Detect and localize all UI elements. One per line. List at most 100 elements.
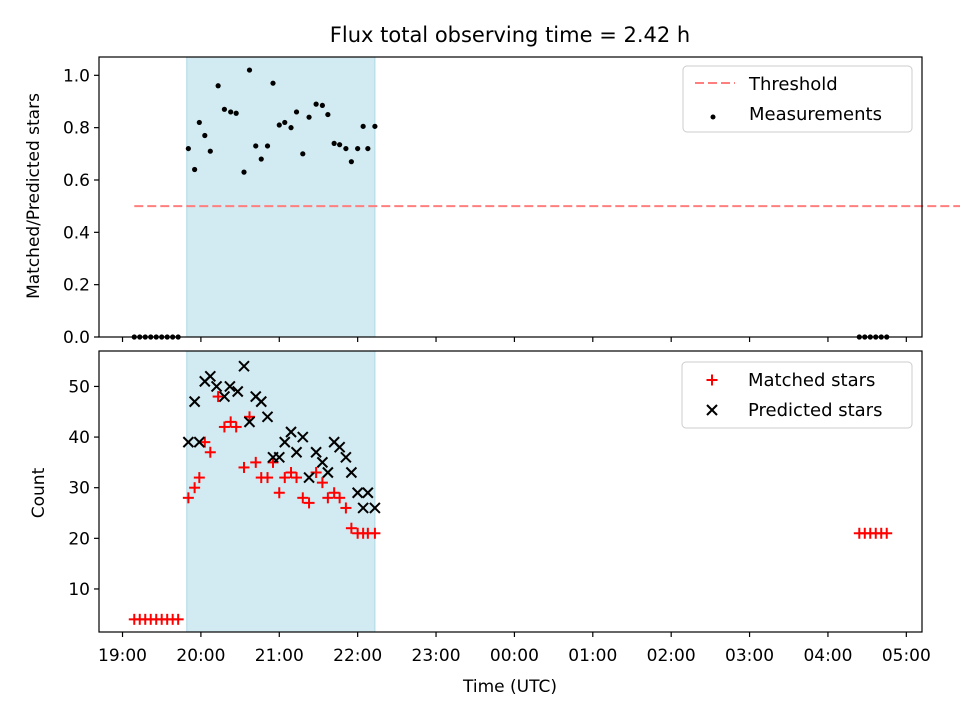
matched-star-point <box>273 487 285 499</box>
matched-star-point <box>238 461 250 473</box>
predicted-star-point-b <box>261 411 274 423</box>
x-axis-label: Time (UTC) <box>462 677 557 697</box>
bottom-panel-y-axis-label: Count <box>29 467 49 518</box>
predicted-star-point <box>210 380 223 393</box>
predicted-star-point-b <box>285 426 297 438</box>
matched-star-point <box>881 527 893 539</box>
predicted-star-point <box>238 360 250 372</box>
measurement-point <box>253 143 259 149</box>
predicted-star-point-b <box>188 395 201 408</box>
measurement-point <box>215 83 221 89</box>
matched-star-point <box>340 502 352 514</box>
measurement-point <box>343 145 349 152</box>
y-tick-label: 40 <box>68 428 90 448</box>
measurement-point <box>207 148 213 154</box>
y-tick-label: 20 <box>68 529 90 549</box>
top-panel-x-ticks <box>121 337 907 342</box>
measurement-point <box>337 142 343 148</box>
matched-star-point <box>199 436 211 448</box>
y-tick-label: 0.0 <box>63 328 90 348</box>
predicted-star-point-b <box>351 487 364 499</box>
predicted-star-point-b <box>303 471 315 484</box>
x-tick-label: 21:00 <box>255 646 304 666</box>
predicted-star-point <box>340 451 352 464</box>
predicted-star-point <box>232 385 244 398</box>
x-tick-label: 22:00 <box>333 646 382 666</box>
x-tick-label: 00:00 <box>490 646 539 666</box>
predicted-swatch-mark-b <box>706 404 718 416</box>
predicted-star-point <box>357 502 369 514</box>
measurement-point <box>288 125 294 131</box>
bottom-panel-marks <box>128 360 893 625</box>
bottom-legend-box <box>681 361 913 429</box>
predicted-star-point-b <box>357 502 369 514</box>
predicted-star-point <box>279 436 291 448</box>
measurement-point <box>365 145 371 152</box>
measurement-point <box>355 145 361 152</box>
observing-window-span <box>186 350 376 633</box>
top-panel-y-axis-label: Matched/Predicted stars <box>24 93 44 299</box>
matched-star-point <box>291 472 303 484</box>
predicted-star-point <box>362 487 374 499</box>
measurement-point <box>196 119 202 126</box>
predicted-star-point <box>322 466 334 479</box>
predicted-star-point-b <box>369 502 381 514</box>
bottom-panel: 10 20 30 40 50 19:00 20:00 21:00 22:00 23:00 00:0… <box>29 350 931 666</box>
measurement-point <box>276 122 282 128</box>
predicted-star-point-b <box>328 436 340 448</box>
measurement-point <box>246 67 253 73</box>
matched-star-point <box>182 492 194 504</box>
measurement-point <box>241 169 247 175</box>
matched-star-point <box>310 467 322 479</box>
predicted-star-point <box>345 466 358 479</box>
matched-star-point <box>204 446 216 458</box>
predicted-star-point-b <box>340 451 352 464</box>
y-tick-label: 50 <box>68 377 90 397</box>
measurement-point <box>300 151 306 157</box>
y-tick-label: 0.4 <box>63 223 90 243</box>
x-tick-label: 20:00 <box>176 646 225 666</box>
predicted-star-point-b <box>310 446 322 458</box>
measurement-point <box>221 106 228 112</box>
matched-star-point <box>369 527 381 539</box>
predicted-swatch-mark <box>706 404 718 416</box>
predicted-stars-legend-swatch <box>706 404 718 416</box>
x-tick-label: 19:00 <box>98 646 147 666</box>
predicted-star-point <box>369 502 381 514</box>
matched-star-point <box>172 613 184 625</box>
y-tick-label: 10 <box>68 580 90 600</box>
bottom-panel-y-ticks: 10 20 30 40 50 <box>68 377 99 600</box>
measurements-legend-label: Measurements <box>749 104 882 125</box>
matched-star-point <box>189 482 201 494</box>
matched-star-point <box>279 472 291 484</box>
measurement-point <box>282 119 288 126</box>
matched-stars-legend-swatch <box>706 374 718 386</box>
top-panel: 0.0 0.2 0.4 0.6 0.8 1.0 Matched/Predicted sta… <box>24 56 960 348</box>
predicted-star-point <box>285 426 297 438</box>
matched-star-point <box>316 477 328 489</box>
predicted-star-point-b <box>316 456 329 469</box>
matched-star-point <box>225 416 237 428</box>
predicted-star-point-b <box>182 436 195 448</box>
matched-star-point <box>334 492 346 504</box>
predicted-star-point-b <box>224 380 236 393</box>
predicted-star-point <box>310 446 322 458</box>
measurement-point <box>348 159 354 165</box>
measurement-point <box>360 123 366 129</box>
measurement-point <box>264 143 271 149</box>
predicted-star-point-b <box>273 451 285 464</box>
predicted-stars-legend-label: Predicted stars <box>748 400 882 421</box>
predicted-star-point-b <box>250 390 262 403</box>
measurement-point <box>258 156 264 162</box>
measurement-point <box>202 132 208 139</box>
measurement-point <box>325 111 331 118</box>
matched-star-point <box>212 391 224 403</box>
y-tick-label: 0.2 <box>63 276 90 296</box>
measurement-point <box>331 140 337 146</box>
predicted-star-point <box>188 395 201 408</box>
predicted-star-point <box>303 471 315 484</box>
x-tick-label: 04:00 <box>803 646 852 666</box>
x-tick-label: 23:00 <box>412 646 461 666</box>
predicted-star-point <box>333 441 346 453</box>
predicted-star-point-b <box>255 395 267 408</box>
